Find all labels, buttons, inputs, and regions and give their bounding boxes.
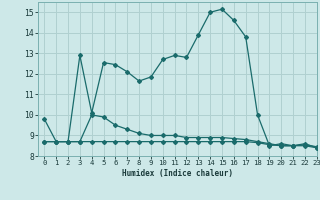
X-axis label: Humidex (Indice chaleur): Humidex (Indice chaleur): [122, 169, 233, 178]
